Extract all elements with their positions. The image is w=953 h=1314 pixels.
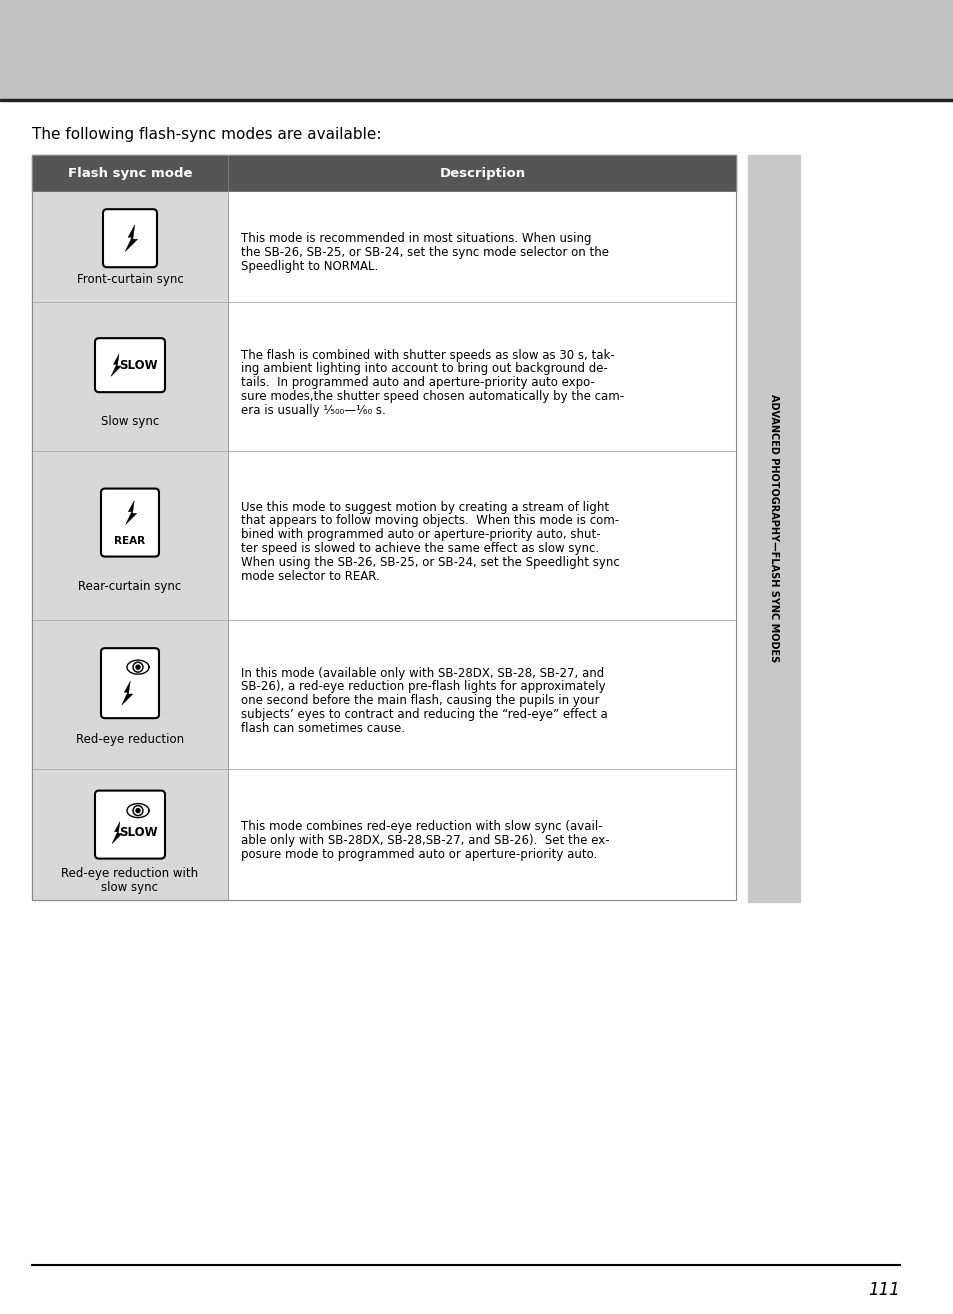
Bar	[0, 0, 953, 100]
Bar	[0, 99, 953, 101]
Text: Use this mode to suggest motion by creating a stream of light: Use this mode to suggest motion by creat…	[241, 501, 608, 514]
Polygon shape	[125, 225, 137, 251]
FancyBboxPatch shape	[95, 338, 165, 392]
Text: The following flash-sync modes are available:: The following flash-sync modes are avail…	[32, 127, 381, 142]
Text: ADVANCED PHOTOGRAPHY—FLASH SYNC MODES: ADVANCED PHOTOGRAPHY—FLASH SYNC MODES	[768, 394, 779, 662]
Circle shape	[136, 665, 140, 669]
Text: This mode combines red-eye reduction with slow sync (avail-: This mode combines red-eye reduction wit…	[241, 820, 602, 833]
Text: ter speed is slowed to achieve the same effect as slow sync.: ter speed is slowed to achieve the same …	[241, 541, 598, 555]
Text: REAR: REAR	[114, 536, 146, 545]
Bar	[32, 770, 228, 900]
Text: that appears to follow moving objects.  When this mode is com-: that appears to follow moving objects. W…	[241, 514, 618, 527]
Text: Rear-curtain sync: Rear-curtain sync	[78, 579, 181, 593]
Text: SB-26), a red-eye reduction pre-flash lights for approximately: SB-26), a red-eye reduction pre-flash li…	[241, 681, 605, 694]
Bar	[32, 304, 228, 451]
Text: era is usually ¹⁄₅₀₀—¹⁄₆₀ s.: era is usually ¹⁄₅₀₀—¹⁄₆₀ s.	[241, 403, 385, 417]
FancyBboxPatch shape	[103, 209, 157, 267]
Circle shape	[132, 662, 143, 673]
Text: mode selector to REAR.: mode selector to REAR.	[241, 569, 379, 582]
Text: Flash sync mode: Flash sync mode	[68, 167, 193, 180]
FancyBboxPatch shape	[95, 791, 165, 858]
Bar	[747, 155, 800, 901]
FancyBboxPatch shape	[101, 648, 159, 719]
Text: The flash is combined with shutter speeds as slow as 30 s, tak-: The flash is combined with shutter speed…	[241, 348, 614, 361]
Text: bined with programmed auto or aperture-priority auto, shut-: bined with programmed auto or aperture-p…	[241, 528, 600, 541]
Text: 111: 111	[867, 1281, 899, 1300]
Text: Speedlight to NORMAL.: Speedlight to NORMAL.	[241, 260, 377, 273]
Text: subjects’ eyes to contract and reducing the “red-eye” effect a: subjects’ eyes to contract and reducing …	[241, 708, 607, 721]
Text: tails.  In programmed auto and aperture-priority auto expo-: tails. In programmed auto and aperture-p…	[241, 376, 595, 389]
Bar	[229, 192, 735, 302]
Polygon shape	[122, 681, 132, 706]
Bar	[229, 304, 735, 451]
Bar	[32, 452, 228, 620]
Polygon shape	[112, 821, 122, 844]
Bar	[32, 155, 228, 191]
Text: posure mode to programmed auto or aperture-priority auto.: posure mode to programmed auto or apertu…	[241, 848, 597, 861]
Text: Front-curtain sync: Front-curtain sync	[76, 273, 183, 286]
Polygon shape	[111, 353, 121, 376]
Text: SLOW: SLOW	[118, 359, 157, 372]
Text: the SB-26, SB-25, or SB-24, set the sync mode selector on the: the SB-26, SB-25, or SB-24, set the sync…	[241, 246, 608, 259]
Bar	[229, 622, 735, 769]
Text: Red-eye reduction with: Red-eye reduction with	[61, 867, 198, 880]
Polygon shape	[126, 501, 136, 524]
Text: SLOW: SLOW	[118, 827, 157, 840]
Circle shape	[134, 807, 141, 815]
Text: able only with SB-28DX, SB-28,SB-27, and SB-26).  Set the ex-: able only with SB-28DX, SB-28,SB-27, and…	[241, 834, 609, 848]
Bar	[229, 155, 735, 191]
Text: Description: Description	[439, 167, 525, 180]
FancyBboxPatch shape	[101, 489, 159, 557]
Text: This mode is recommended in most situations. When using: This mode is recommended in most situati…	[241, 233, 591, 246]
Bar	[229, 770, 735, 900]
Text: ing ambient lighting into account to bring out background de-: ing ambient lighting into account to bri…	[241, 363, 607, 376]
Circle shape	[132, 805, 143, 816]
Text: Slow sync: Slow sync	[101, 415, 159, 428]
Bar	[32, 192, 228, 302]
Bar	[32, 155, 735, 900]
Text: When using the SB-26, SB-25, or SB-24, set the Speedlight sync: When using the SB-26, SB-25, or SB-24, s…	[241, 556, 619, 569]
Bar	[32, 622, 228, 769]
Text: one second before the main flash, causing the pupils in your: one second before the main flash, causin…	[241, 694, 598, 707]
Text: sure modes,the shutter speed chosen automatically by the cam-: sure modes,the shutter speed chosen auto…	[241, 390, 623, 403]
Bar	[229, 452, 735, 620]
Text: slow sync: slow sync	[101, 880, 158, 894]
Text: In this mode (available only with SB-28DX, SB-28, SB-27, and: In this mode (available only with SB-28D…	[241, 666, 603, 679]
Circle shape	[134, 664, 141, 670]
Text: Red-eye reduction: Red-eye reduction	[76, 733, 184, 746]
Circle shape	[136, 808, 140, 812]
Text: flash can sometimes cause.: flash can sometimes cause.	[241, 721, 405, 735]
